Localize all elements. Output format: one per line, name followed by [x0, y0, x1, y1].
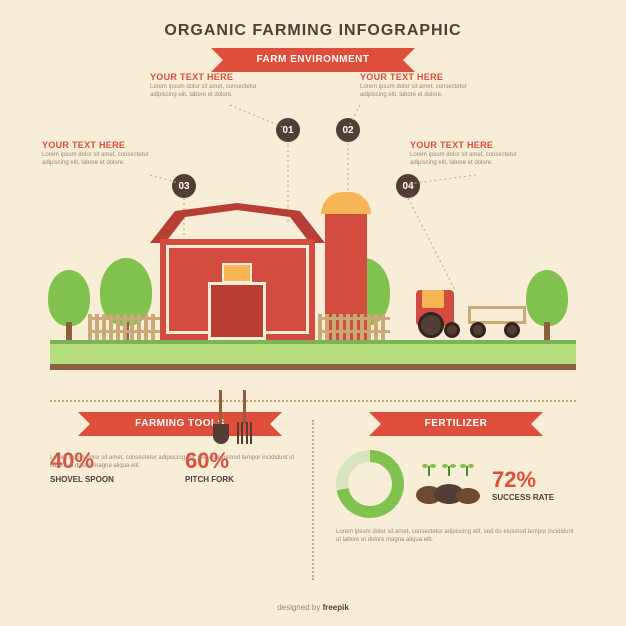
pitchfork-icon: [237, 390, 253, 444]
divider: [50, 400, 576, 402]
callout-title: YOUR TEXT HERE: [42, 140, 172, 150]
tractor-icon: [416, 288, 526, 338]
badge-04: 04: [396, 174, 420, 198]
stat-label: SHOVEL SPOON: [50, 475, 175, 484]
page-title: ORGANIC FARMING INFOGRAPHIC: [0, 0, 626, 40]
tree-icon: [526, 270, 568, 340]
shovel-icon: [213, 390, 229, 444]
fence-icon: [318, 310, 390, 340]
footer-brand: freepik: [323, 603, 349, 612]
footer-prefix: designed by: [277, 603, 322, 612]
soil-icon: [416, 474, 476, 504]
callout-02: YOUR TEXT HERE Lorem ipsum dolor sit ame…: [360, 72, 490, 100]
callout-body: Lorem ipsum dolor sit amet, consectetur …: [42, 152, 172, 168]
callout-title: YOUR TEXT HERE: [410, 140, 540, 150]
fertilizer-body: Lorem ipsum dolor sit amet, consectetur …: [336, 528, 576, 544]
tools-section: FARMING TOOLS 40% SHOVEL SPOON 60% PITCH…: [50, 412, 310, 470]
fertilizer-ribbon: FERTILIZER: [381, 412, 531, 436]
stat-label: SUCCESS RATE: [492, 493, 554, 502]
fence-icon: [88, 310, 160, 340]
callout-01: YOUR TEXT HERE Lorem ipsum dolor sit ame…: [150, 72, 280, 100]
callout-03: YOUR TEXT HERE Lorem ipsum dolor sit ame…: [42, 140, 172, 168]
divider: [312, 420, 314, 580]
callout-title: YOUR TEXT HERE: [150, 72, 280, 82]
callout-body: Lorem ipsum dolor sit amet, consectetur …: [410, 152, 540, 168]
barn-icon: [160, 225, 315, 340]
ground: [50, 340, 576, 370]
success-rate-donut: [336, 450, 404, 518]
callout-body: Lorem ipsum dolor sit amet, consectetur …: [360, 84, 490, 100]
badge-02: 02: [336, 118, 360, 142]
environment-ribbon: FARM ENVIRONMENT: [223, 48, 403, 72]
farm-scene: [50, 205, 576, 370]
callout-body: Lorem ipsum dolor sit amet, consectetur …: [150, 84, 280, 100]
badge-01: 01: [276, 118, 300, 142]
stat-label: PITCH FORK: [185, 475, 310, 484]
tree-icon: [48, 270, 90, 340]
fertilizer-section: FERTILIZER 72% SUCCESS RATE Lorem ipsum …: [336, 412, 576, 544]
callout-title: YOUR TEXT HERE: [360, 72, 490, 82]
callout-04: YOUR TEXT HERE Lorem ipsum dolor sit ame…: [410, 140, 540, 168]
badge-03: 03: [172, 174, 196, 198]
footer-credit: designed by freepik: [0, 603, 626, 612]
stat-pct: 72%: [492, 467, 554, 493]
fertilizer-stat: 72% SUCCESS RATE: [492, 467, 554, 502]
